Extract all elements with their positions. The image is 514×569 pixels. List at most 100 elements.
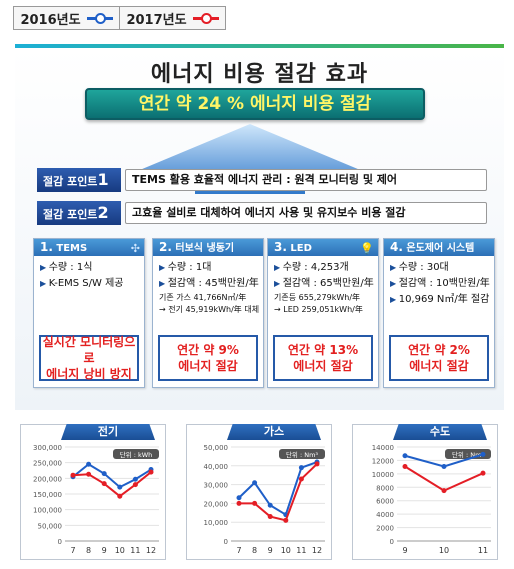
y-tick-label: 14000 [372, 444, 394, 452]
y-tick-label: 150,000 [33, 491, 62, 499]
saving-point-2-text: 고효율 설비로 대체하여 에너지 사용 및 유지보수 비용 절감 [125, 202, 487, 224]
legend-item-2016: 2016년도 [14, 7, 119, 29]
y-tick-label: 0 [224, 538, 228, 546]
data-point [148, 469, 154, 475]
y-tick-label: 20,000 [204, 500, 229, 508]
chart-water: 0 2000 4000 6000 8000 10000 12000 14000 9 10 11 단위 … [352, 424, 498, 560]
fan-icon: ✣ [130, 242, 140, 255]
data-point [314, 461, 320, 467]
card-item: 절감액 : 10백만원/年 [390, 276, 490, 292]
data-point [267, 502, 273, 508]
card-item: 수량 : 30대 [390, 260, 490, 276]
x-tick-label: 8 [252, 546, 257, 555]
x-tick-label: 11 [130, 546, 140, 555]
card-header: 3. LED 💡 [268, 239, 378, 256]
data-point [298, 465, 304, 471]
x-tick-label: 10 [439, 546, 449, 555]
data-point [86, 461, 92, 467]
savings-banner: 연간 약 24 % 에너지 비용 절감 [85, 88, 425, 120]
card-turbo-chiller: 2. 터보식 냉동기 수량 : 1대 절감액 : 45백만원/年 기존 가스 4… [152, 238, 264, 388]
legend-label-2016: 2016년도 [20, 12, 81, 28]
top-divider [15, 44, 504, 48]
data-point [480, 470, 486, 476]
chart-title: 가스 [227, 424, 321, 440]
card-item: 기존 가스 41,766N㎥/年 [159, 293, 247, 302]
x-tick-label: 11 [478, 546, 488, 555]
legend-label-2017: 2017년도 [126, 12, 187, 28]
legend-line-icon-blue [86, 12, 113, 24]
card-item: 10,969 N㎥/年 절감 [390, 292, 490, 308]
data-point [441, 463, 447, 469]
card-tems: 1. TEMS✣ 수량 : 1식 K-EMS S/W 제공 실시간 모니터링으로… [33, 238, 145, 388]
y-tick-label: 250,000 [33, 460, 62, 468]
series-line-2016 [238, 461, 318, 517]
data-point [252, 480, 258, 486]
saving-point-1-text: TEMS 활용 효율적 에너지 관리 : 원격 모니터링 및 제어 [125, 169, 487, 191]
unit-label: 단위 : Nm³ [286, 450, 318, 459]
unit-badge [279, 449, 325, 459]
card-item: 절감액 : 65백만원/年 [274, 276, 374, 292]
saving-point-2: 절감 포인트2 고효율 설비로 대체하여 에너지 사용 및 유지보수 비용 절감 [37, 201, 487, 225]
bulb-icon: 💡 [360, 242, 374, 255]
series-line-2017 [72, 471, 152, 498]
x-tick-label: 12 [146, 546, 156, 555]
data-point [252, 500, 258, 506]
y-tick-label: 300,000 [33, 444, 62, 452]
chart-electricity: 0 50,000 100,000 150,000 200,000 250,000 300,0… [20, 424, 166, 560]
data-point [132, 476, 138, 482]
x-tick-label: 10 [115, 546, 125, 555]
x-tick-label: 10 [281, 546, 291, 555]
x-tick-label: 11 [296, 546, 306, 555]
x-tick-label: 9 [402, 546, 407, 555]
legend: 2016년도 2017년도 [13, 6, 226, 30]
infographic-panel: 에너지 비용 절감 효과 연간 약 24 % 에너지 비용 절감 절감 포인트1… [15, 48, 504, 410]
card-item: 절감액 : 45백만원/年 [159, 276, 259, 292]
y-tick-label: 6000 [376, 498, 394, 506]
y-tick-label: 2000 [376, 525, 394, 533]
card-header: 4. 온도제어 시스템 [384, 239, 494, 256]
card-header: 1. TEMS ✣ [34, 239, 144, 256]
y-tick-label: 4000 [376, 511, 394, 519]
data-point [480, 451, 486, 457]
data-point [402, 463, 408, 469]
card-item: 수량 : 4,253개 [274, 260, 374, 276]
x-tick-label: 12 [312, 546, 322, 555]
card-led: 3. LED💡 수량 : 4,253개 절감액 : 65백만원/年 기존등 65… [267, 238, 379, 388]
data-point [267, 514, 273, 520]
y-tick-label: 200,000 [33, 475, 62, 483]
card-item: K-EMS S/W 제공 [40, 276, 140, 292]
saving-point-1: 절감 포인트1 TEMS 활용 효율적 에너지 관리 : 원격 모니터링 및 제… [37, 168, 487, 192]
card-header: 2. 터보식 냉동기 [153, 239, 263, 256]
y-tick-label: 10000 [372, 471, 394, 479]
page-title: 에너지 비용 절감 효과 [150, 62, 369, 87]
data-point [70, 472, 76, 478]
card-result: 실시간 모니터링으로 에너지 낭비 방지 [39, 335, 139, 381]
data-point [298, 476, 304, 482]
y-tick-label: 40,000 [204, 463, 229, 471]
y-tick-label: 50,000 [204, 444, 229, 452]
data-point [402, 453, 408, 459]
y-tick-label: 12000 [372, 457, 394, 465]
chart-water-plot: 0 2000 4000 6000 8000 10000 12000 14000 9 10 11 단위 … [372, 444, 491, 555]
y-tick-label: 8000 [376, 484, 394, 492]
card-item: → LED 259,051kWh/年 [274, 305, 363, 314]
data-point [236, 500, 242, 506]
data-point [441, 488, 447, 494]
card-item: 기존등 655,279kWh/年 [274, 293, 361, 302]
data-point [132, 482, 138, 488]
x-tick-label: 9 [268, 546, 273, 555]
card-item: → 전기 45,919kWh/年 대체 [159, 305, 259, 314]
x-tick-label: 8 [86, 546, 91, 555]
unit-badge [113, 449, 159, 459]
x-tick-label: 7 [70, 546, 75, 555]
data-point [283, 517, 289, 523]
card-result: 연간 약 2% 에너지 절감 [389, 335, 489, 381]
y-tick-label: 10,000 [204, 519, 229, 527]
card-item: 수량 : 1대 [159, 260, 259, 276]
data-point [101, 471, 107, 477]
data-point [117, 493, 123, 499]
up-arrow-icon [135, 124, 365, 194]
data-point [101, 481, 107, 487]
y-tick-label: 0 [58, 538, 62, 546]
chart-title: 수도 [393, 424, 487, 440]
